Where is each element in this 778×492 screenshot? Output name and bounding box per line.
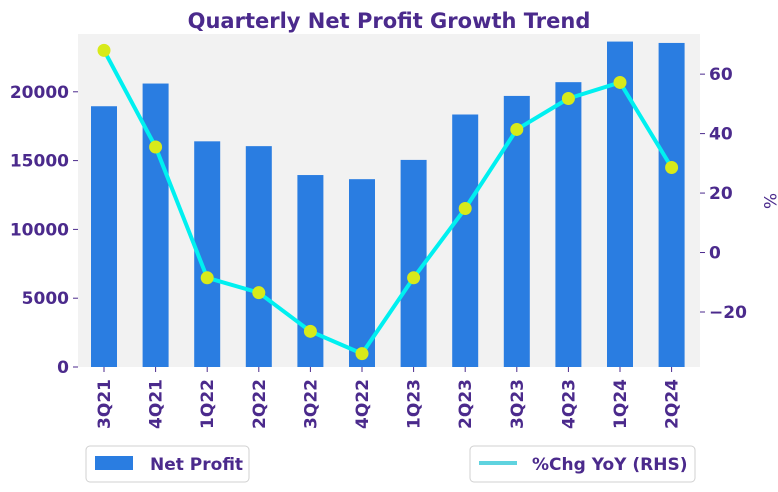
yoy-point-1Q23 — [407, 271, 421, 285]
x-tick-label-2Q23: 2Q23 — [456, 379, 476, 429]
yoy-point-3Q21 — [97, 43, 111, 57]
y-axis-left-ticks: 0 5000 10000 15000 20000 — [10, 83, 78, 378]
x-tick-label-2Q22: 2Q22 — [250, 379, 270, 429]
bar-2Q24 — [658, 42, 685, 367]
x-tick-label-4Q23: 4Q23 — [559, 379, 579, 429]
yoy-point-3Q23 — [510, 122, 524, 136]
x-tick-label-3Q21: 3Q21 — [95, 379, 115, 429]
legend-label: %Chg YoY (RHS) — [532, 455, 687, 475]
x-tick-label-2Q24: 2Q24 — [663, 379, 683, 429]
y-left-tick-label: 20000 — [10, 83, 69, 103]
y-right-tick-label: 20 — [709, 184, 733, 204]
yoy-point-4Q23 — [561, 92, 575, 106]
y-left-tick-label: 15000 — [10, 152, 69, 172]
bar-2Q22 — [245, 146, 272, 367]
bar-1Q24 — [607, 41, 633, 368]
yoy-point-2Q23 — [458, 202, 472, 216]
bar-3Q21 — [91, 106, 117, 368]
y-axis-right-label: % — [759, 193, 778, 209]
x-tick-label-4Q21: 4Q21 — [147, 379, 167, 429]
x-tick-label-1Q22: 1Q22 — [198, 379, 218, 429]
chart-title: Quarterly Net Profit Growth Trend — [188, 9, 591, 33]
x-tick-label-3Q22: 3Q22 — [301, 379, 321, 429]
y-right-tick-label: −20 — [709, 303, 747, 323]
legend-label: Net Profit — [150, 455, 243, 475]
yoy-line — [102, 49, 674, 356]
bar-4Q23 — [555, 82, 582, 367]
yoy-point-4Q21 — [149, 140, 163, 154]
y-left-tick-label: 10000 — [10, 220, 69, 240]
x-axis-ticks: 3Q21 4Q21 1Q22 2Q22 3Q22 4Q22 1Q23 2Q23 3Q23 4Q23… — [95, 367, 683, 429]
y-left-tick-label: 0 — [57, 358, 69, 378]
x-tick-label-3Q23: 3Q23 — [508, 379, 528, 429]
y-right-tick-label: 40 — [709, 125, 733, 145]
yoy-point-1Q24 — [613, 75, 627, 89]
bar-series — [91, 41, 685, 368]
x-tick-label-1Q23: 1Q23 — [405, 379, 425, 429]
y-right-tick-label: 0 — [709, 244, 721, 264]
yoy-point-2Q24 — [665, 160, 679, 174]
bar-3Q22 — [297, 175, 324, 367]
yoy-point-1Q22 — [200, 271, 214, 285]
legend-box — [469, 445, 696, 483]
bar-2Q23 — [452, 114, 479, 368]
y-axis-right-ticks: −20 0 20 40 60 — [700, 65, 747, 323]
y-right-tick-label: 60 — [709, 65, 733, 85]
x-tick-label-1Q24: 1Q24 — [611, 379, 631, 429]
x-tick-label-4Q22: 4Q22 — [353, 379, 373, 429]
legend-box — [85, 445, 250, 483]
y-left-tick-label: 5000 — [22, 289, 69, 309]
yoy-point-4Q22 — [355, 347, 369, 361]
legend-chg-yoy[interactable]: %Chg YoY (RHS) — [469, 445, 696, 483]
line-series — [97, 43, 679, 361]
yoy-point-2Q22 — [252, 286, 266, 300]
yoy-point-3Q22 — [303, 324, 317, 338]
legend-net-profit[interactable]: Net Profit — [85, 445, 250, 483]
bar-3Q23 — [503, 95, 530, 368]
legend-swatch-bar — [95, 456, 133, 470]
bar-4Q22 — [349, 179, 375, 367]
